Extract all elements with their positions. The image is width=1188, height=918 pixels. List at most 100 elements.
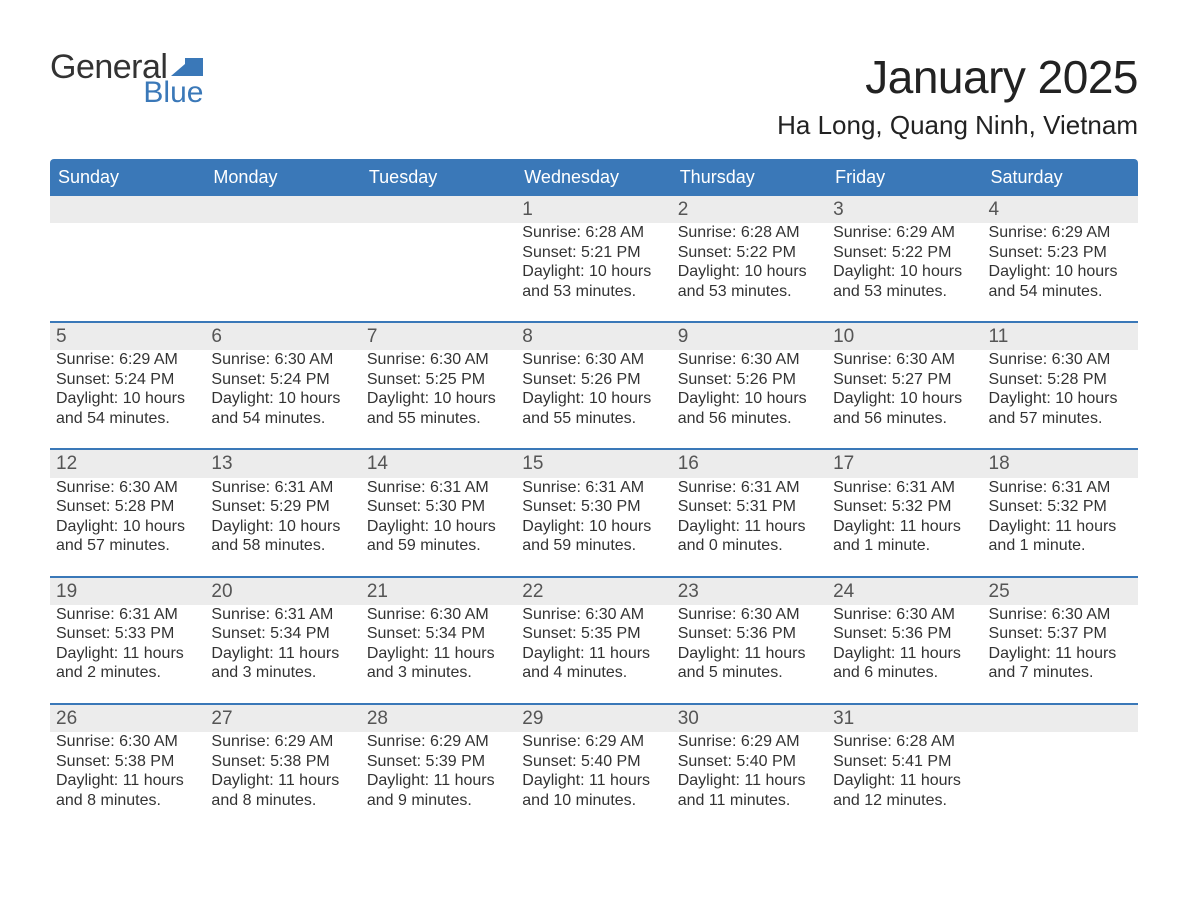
day-number-cell: 19 (50, 577, 205, 605)
daylight-line: Daylight: 10 hours and 54 minutes. (989, 262, 1132, 301)
day-cell: Sunrise: 6:31 AMSunset: 5:30 PMDaylight:… (516, 478, 671, 577)
day-number-cell: 14 (361, 449, 516, 477)
day-cell: Sunrise: 6:29 AMSunset: 5:39 PMDaylight:… (361, 732, 516, 830)
daylight-line: Daylight: 11 hours and 4 minutes. (522, 644, 665, 683)
sunrise-line: Sunrise: 6:31 AM (56, 605, 199, 625)
sunrise-line: Sunrise: 6:30 AM (833, 605, 976, 625)
daynum-row: 262728293031 (50, 704, 1138, 732)
daynum-row: 1234 (50, 196, 1138, 223)
day-number-cell (205, 196, 360, 223)
day-cell: Sunrise: 6:29 AMSunset: 5:38 PMDaylight:… (205, 732, 360, 830)
day-number-cell: 5 (50, 322, 205, 350)
sunrise-line: Sunrise: 6:30 AM (56, 478, 199, 498)
day-cell: Sunrise: 6:30 AMSunset: 5:26 PMDaylight:… (516, 350, 671, 449)
day-cell: Sunrise: 6:29 AMSunset: 5:40 PMDaylight:… (516, 732, 671, 830)
daylight-line: Daylight: 10 hours and 59 minutes. (522, 517, 665, 556)
day-cell (361, 223, 516, 322)
day-number-cell: 15 (516, 449, 671, 477)
weekday-header: Wednesday (516, 159, 671, 196)
sunrise-line: Sunrise: 6:30 AM (678, 350, 821, 370)
daylight-line: Daylight: 10 hours and 55 minutes. (367, 389, 510, 428)
calendar-body: 1234 Sunrise: 6:28 AMSunset: 5:21 PMDayl… (50, 196, 1138, 830)
sunset-line: Sunset: 5:26 PM (678, 370, 821, 390)
sunrise-line: Sunrise: 6:30 AM (56, 732, 199, 752)
sunrise-line: Sunrise: 6:29 AM (367, 732, 510, 752)
sunrise-line: Sunrise: 6:31 AM (989, 478, 1132, 498)
sunset-line: Sunset: 5:32 PM (989, 497, 1132, 517)
sunset-line: Sunset: 5:40 PM (678, 752, 821, 772)
daylight-line: Daylight: 11 hours and 10 minutes. (522, 771, 665, 810)
sunset-line: Sunset: 5:24 PM (56, 370, 199, 390)
calendar-table: SundayMondayTuesdayWednesdayThursdayFrid… (50, 159, 1138, 830)
daylight-line: Daylight: 11 hours and 8 minutes. (211, 771, 354, 810)
daylight-line: Daylight: 10 hours and 53 minutes. (833, 262, 976, 301)
sunrise-line: Sunrise: 6:29 AM (989, 223, 1132, 243)
weekday-header: Monday (205, 159, 360, 196)
day-number-cell: 17 (827, 449, 982, 477)
day-number-cell: 12 (50, 449, 205, 477)
day-number-cell: 11 (983, 322, 1138, 350)
daylight-line: Daylight: 10 hours and 54 minutes. (56, 389, 199, 428)
sunrise-line: Sunrise: 6:28 AM (522, 223, 665, 243)
day-cell: Sunrise: 6:31 AMSunset: 5:31 PMDaylight:… (672, 478, 827, 577)
weekday-header: Saturday (983, 159, 1138, 196)
sunset-line: Sunset: 5:38 PM (56, 752, 199, 772)
day-cell: Sunrise: 6:29 AMSunset: 5:23 PMDaylight:… (983, 223, 1138, 322)
day-cell: Sunrise: 6:29 AMSunset: 5:40 PMDaylight:… (672, 732, 827, 830)
sunset-line: Sunset: 5:34 PM (367, 624, 510, 644)
week-row: Sunrise: 6:30 AMSunset: 5:28 PMDaylight:… (50, 478, 1138, 577)
daynum-row: 19202122232425 (50, 577, 1138, 605)
sunset-line: Sunset: 5:30 PM (367, 497, 510, 517)
day-cell: Sunrise: 6:30 AMSunset: 5:26 PMDaylight:… (672, 350, 827, 449)
sunrise-line: Sunrise: 6:29 AM (522, 732, 665, 752)
day-cell: Sunrise: 6:29 AMSunset: 5:22 PMDaylight:… (827, 223, 982, 322)
weekday-header: Thursday (672, 159, 827, 196)
sunset-line: Sunset: 5:28 PM (989, 370, 1132, 390)
day-number-cell: 25 (983, 577, 1138, 605)
sunset-line: Sunset: 5:27 PM (833, 370, 976, 390)
day-number-cell: 22 (516, 577, 671, 605)
sunset-line: Sunset: 5:37 PM (989, 624, 1132, 644)
week-row: Sunrise: 6:28 AMSunset: 5:21 PMDaylight:… (50, 223, 1138, 322)
day-cell: Sunrise: 6:30 AMSunset: 5:35 PMDaylight:… (516, 605, 671, 704)
sunrise-line: Sunrise: 6:29 AM (678, 732, 821, 752)
sunrise-line: Sunrise: 6:28 AM (678, 223, 821, 243)
day-number-cell: 2 (672, 196, 827, 223)
day-number-cell (361, 196, 516, 223)
daylight-line: Daylight: 11 hours and 12 minutes. (833, 771, 976, 810)
sunrise-line: Sunrise: 6:31 AM (678, 478, 821, 498)
daynum-row: 12131415161718 (50, 449, 1138, 477)
day-cell: Sunrise: 6:30 AMSunset: 5:28 PMDaylight:… (983, 350, 1138, 449)
weekday-header: Tuesday (361, 159, 516, 196)
day-number-cell: 16 (672, 449, 827, 477)
sunset-line: Sunset: 5:36 PM (678, 624, 821, 644)
sunset-line: Sunset: 5:22 PM (833, 243, 976, 263)
day-cell (50, 223, 205, 322)
daylight-line: Daylight: 11 hours and 6 minutes. (833, 644, 976, 683)
day-cell: Sunrise: 6:31 AMSunset: 5:34 PMDaylight:… (205, 605, 360, 704)
header: General Blue January 2025 Ha Long, Quang… (50, 50, 1138, 141)
day-number-cell: 28 (361, 704, 516, 732)
sunrise-line: Sunrise: 6:29 AM (211, 732, 354, 752)
daylight-line: Daylight: 11 hours and 9 minutes. (367, 771, 510, 810)
daylight-line: Daylight: 10 hours and 58 minutes. (211, 517, 354, 556)
weekday-header: Sunday (50, 159, 205, 196)
sunrise-line: Sunrise: 6:28 AM (833, 732, 976, 752)
logo-flag-icon (171, 54, 205, 80)
sunrise-line: Sunrise: 6:30 AM (678, 605, 821, 625)
sunset-line: Sunset: 5:33 PM (56, 624, 199, 644)
sunset-line: Sunset: 5:24 PM (211, 370, 354, 390)
day-cell: Sunrise: 6:30 AMSunset: 5:24 PMDaylight:… (205, 350, 360, 449)
sunset-line: Sunset: 5:25 PM (367, 370, 510, 390)
day-cell: Sunrise: 6:30 AMSunset: 5:25 PMDaylight:… (361, 350, 516, 449)
sunset-line: Sunset: 5:22 PM (678, 243, 821, 263)
sunrise-line: Sunrise: 6:30 AM (989, 605, 1132, 625)
daylight-line: Daylight: 11 hours and 3 minutes. (367, 644, 510, 683)
daylight-line: Daylight: 10 hours and 56 minutes. (678, 389, 821, 428)
sunset-line: Sunset: 5:31 PM (678, 497, 821, 517)
sunrise-line: Sunrise: 6:31 AM (367, 478, 510, 498)
daylight-line: Daylight: 10 hours and 59 minutes. (367, 517, 510, 556)
weekday-header: Friday (827, 159, 982, 196)
day-cell: Sunrise: 6:30 AMSunset: 5:36 PMDaylight:… (827, 605, 982, 704)
daylight-line: Daylight: 10 hours and 57 minutes. (989, 389, 1132, 428)
